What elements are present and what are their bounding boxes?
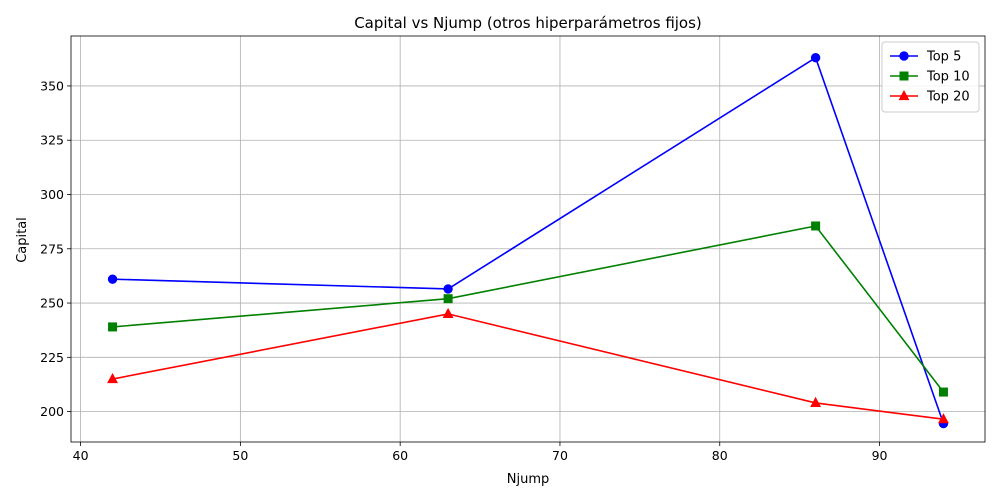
data-point-top-10 <box>443 294 453 304</box>
legend-entry-top-20: Top 20 <box>890 90 970 105</box>
series-top-20 <box>107 307 949 424</box>
legend-entry-top-10: Top 10 <box>890 70 970 85</box>
legend-entry-top-5: Top 5 <box>890 50 961 65</box>
data-point-top-5 <box>107 274 118 284</box>
x-tick-label: 60 <box>392 448 408 463</box>
series-top-10 <box>108 221 948 397</box>
y-tick-label: 275 <box>40 241 64 256</box>
data-point-top-20 <box>938 413 949 424</box>
legend-label: Top 5 <box>926 50 961 65</box>
y-axis-label: Capital <box>15 217 30 263</box>
series-line-top-10 <box>112 225 945 393</box>
x-tick-label: 50 <box>232 448 248 463</box>
y-tick-label: 325 <box>40 133 64 148</box>
y-tick-label: 225 <box>40 350 64 365</box>
x-axis-label: Njump <box>507 472 550 487</box>
series-line-top-20 <box>112 313 944 420</box>
series <box>107 53 949 429</box>
data-point-top-20 <box>107 372 118 384</box>
data-point-top-10 <box>938 387 948 397</box>
data-point-top-10 <box>811 221 821 231</box>
y-tick-label: 300 <box>40 187 64 202</box>
x-tick-label: 90 <box>872 448 888 463</box>
y-tick-label: 350 <box>40 78 64 93</box>
chart-title: Capital vs Njump (otros hiperparámetros … <box>354 14 702 32</box>
legend-label: Top 10 <box>926 70 970 85</box>
series-line-top-5 <box>112 56 945 424</box>
data-point-top-5 <box>810 53 821 63</box>
y-tick-label: 200 <box>40 404 64 419</box>
x-tick-label: 70 <box>552 448 568 463</box>
x-tick-label: 40 <box>73 448 89 463</box>
legend-label: Top 20 <box>926 90 970 105</box>
data-point-top-20 <box>442 307 454 319</box>
y-tick-label: 250 <box>40 296 64 311</box>
axes: 40 50 60 70 80 90 200 225 250 275 300 325 350 <box>40 35 986 463</box>
data-point-top-10 <box>108 322 118 332</box>
legend: Top 5 Top 10 Top 20 <box>881 41 980 113</box>
data-point-top-5 <box>443 284 453 294</box>
x-tick-label: 80 <box>712 448 728 463</box>
legend-marker <box>898 89 910 101</box>
data-point-top-20 <box>810 396 822 408</box>
plot-frame <box>70 35 986 443</box>
legend-marker <box>899 71 909 81</box>
legend-marker <box>899 51 909 61</box>
